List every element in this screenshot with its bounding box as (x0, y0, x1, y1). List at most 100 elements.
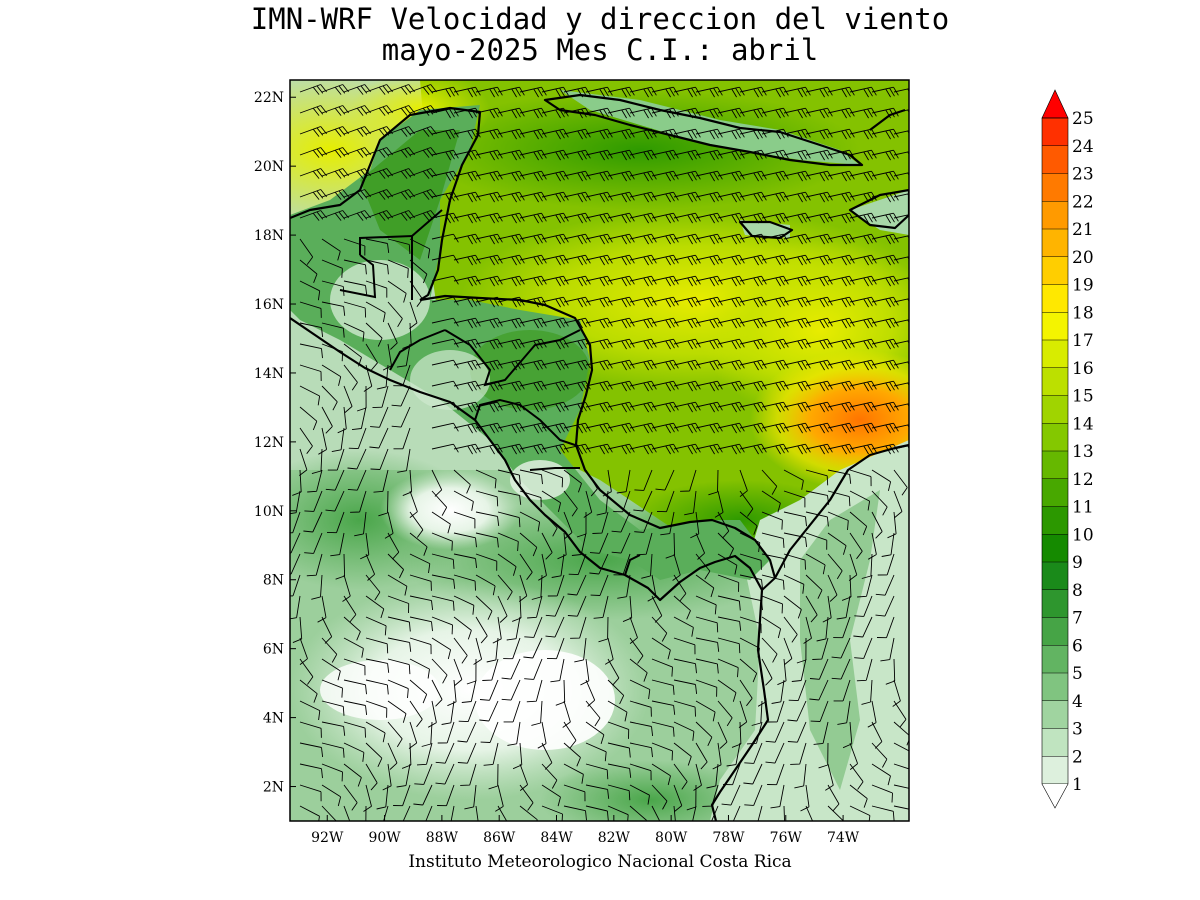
wind-barb (360, 532, 370, 560)
latitude-axis: 22N 20N 18N 16N 14N 12N 10N 8N 6N 4N 2N (254, 90, 296, 796)
wind-barb (770, 784, 785, 809)
colorbar-swatch (1042, 118, 1068, 147)
hispaniola-coastline (848, 188, 909, 230)
wind-barb (369, 427, 389, 449)
wind-barb (875, 595, 895, 617)
wind-barb (326, 511, 345, 534)
wind-barb (695, 616, 719, 633)
longitude-axis: 92W 90W 88W 86W 84W 82W 80W 78W 76W 74W (311, 815, 860, 846)
wind-barb (497, 511, 521, 528)
wind-barb (629, 658, 648, 682)
wind-barb (304, 532, 323, 554)
wind-barb (497, 805, 508, 821)
wind-barb (290, 511, 301, 534)
wind-barb (387, 147, 415, 158)
wind-barb (321, 126, 349, 137)
wind-barb (343, 84, 371, 95)
wind-barb (382, 763, 392, 791)
lat-tick-label: 20N (254, 159, 284, 175)
wind-barb (695, 658, 719, 674)
wind-barb (299, 658, 314, 685)
colorbar-tail (1041, 783, 1069, 809)
wind-barb (751, 700, 763, 726)
wind-barb (849, 742, 859, 770)
colorbar-label: 9 (1072, 553, 1083, 573)
colorbar-label: 22 (1072, 192, 1094, 212)
wind-barb (409, 126, 437, 137)
wind-barb (391, 406, 411, 428)
wind-barb (629, 616, 638, 644)
wind-barb (321, 322, 345, 338)
wind-barb (387, 238, 411, 255)
wind-barb (453, 616, 472, 640)
wind-barb (393, 364, 411, 387)
wind-barb (629, 805, 648, 821)
lat-tick-label: 6N (263, 642, 284, 658)
wind-barb (673, 784, 683, 812)
wind-barb (409, 637, 432, 655)
wind-barb (717, 595, 741, 611)
colorbar-swatch (1042, 423, 1068, 452)
wind-barb (343, 238, 366, 256)
wind-barb (387, 553, 405, 579)
wind-barb (409, 490, 418, 518)
wind-barb (783, 574, 805, 594)
wind-barb (387, 700, 407, 723)
colorbar-swatch (1042, 256, 1068, 285)
wind-barb (299, 721, 322, 738)
wind-barb (611, 532, 631, 554)
wind-barb (695, 742, 708, 770)
wind-barb (672, 553, 681, 581)
wind-barb (739, 679, 753, 707)
wind-barb (805, 574, 823, 599)
wind-barb (541, 784, 561, 807)
wind-barb (387, 658, 411, 675)
wind-barb (431, 511, 451, 534)
wind-barb (585, 784, 610, 799)
colorbar-swatch (1042, 728, 1068, 757)
wind-barb (450, 805, 455, 821)
wind-barb (893, 340, 909, 345)
wind-barb (555, 679, 566, 706)
wind-barb (497, 532, 519, 552)
wind-barb (321, 679, 343, 698)
wind-barb (580, 658, 590, 686)
wind-barb (563, 469, 582, 493)
wind-barb (409, 168, 437, 179)
wind-barb (783, 469, 804, 490)
colorbar-swatch (1042, 506, 1068, 535)
wind-barb (692, 805, 697, 821)
wind-barb (726, 742, 741, 767)
wind-barb (299, 105, 327, 116)
lon-tick-label: 92W (311, 830, 344, 846)
wind-barb (673, 637, 696, 655)
wind-barb (695, 595, 717, 615)
wind-barb (321, 210, 349, 221)
wind-barb (321, 763, 343, 782)
wind-barb (303, 511, 323, 533)
wind-barb (365, 595, 385, 619)
wind-barb (714, 490, 724, 518)
wind-barb (473, 637, 483, 665)
wind-barb (409, 700, 423, 728)
wind-barb (327, 448, 345, 471)
wind-barb (849, 805, 871, 821)
wind-barb (321, 721, 346, 736)
wind-barb (453, 574, 476, 591)
wind-barb (805, 532, 828, 550)
wind-barb (857, 574, 873, 598)
colorbar-label: 23 (1072, 165, 1094, 185)
wind-barb (629, 700, 652, 717)
colorbar-label: 7 (1072, 609, 1083, 629)
wind-barb (783, 616, 798, 643)
wind-barb (409, 616, 433, 632)
wind-barb (607, 784, 631, 801)
wind-barb (833, 679, 851, 702)
wind-barb (816, 616, 829, 642)
wind-barb (409, 532, 428, 556)
wind-barb (387, 126, 415, 137)
wind-barb (343, 742, 365, 762)
wind-barb (585, 700, 601, 727)
jamaica-coastline (738, 220, 794, 240)
wind-barb (409, 238, 431, 259)
